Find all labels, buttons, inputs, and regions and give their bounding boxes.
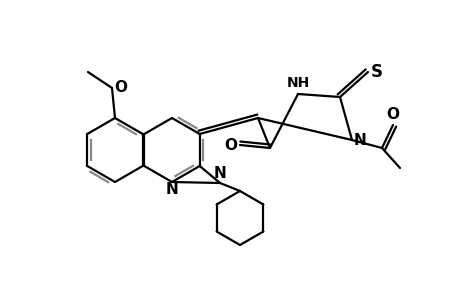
- Text: O: O: [114, 80, 127, 94]
- Text: O: O: [224, 137, 236, 152]
- Text: NH: NH: [286, 76, 309, 90]
- Text: N: N: [353, 133, 366, 148]
- Text: S: S: [370, 63, 382, 81]
- Text: N: N: [165, 182, 178, 197]
- Text: O: O: [386, 107, 398, 122]
- Text: N: N: [213, 166, 226, 181]
